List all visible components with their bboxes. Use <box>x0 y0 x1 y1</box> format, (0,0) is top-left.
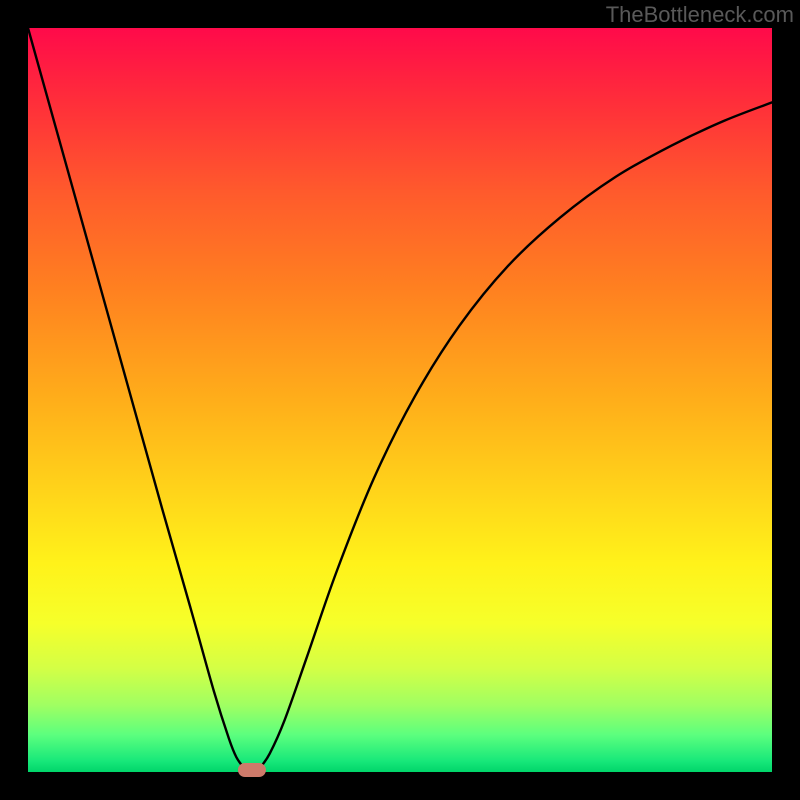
watermark-text: TheBottleneck.com <box>606 2 794 28</box>
optimum-marker <box>238 763 266 777</box>
chart-plot-background <box>28 28 772 772</box>
bottleneck-chart <box>0 0 800 800</box>
chart-container: TheBottleneck.com <box>0 0 800 800</box>
